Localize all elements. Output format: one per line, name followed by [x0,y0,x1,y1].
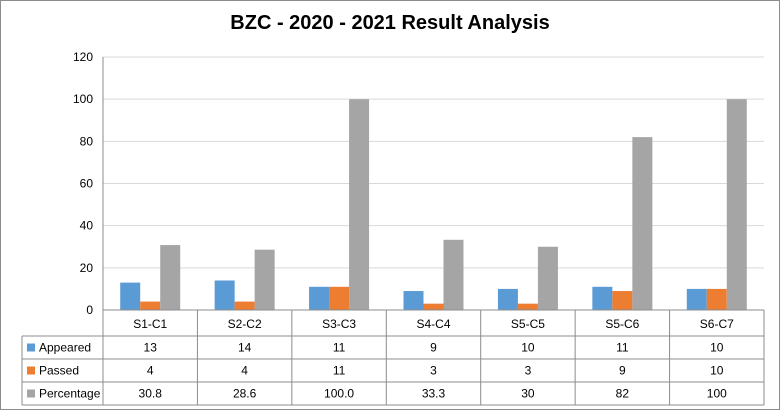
x-tick-label: S5-C6 [605,317,639,331]
table-cell-appeared: 10 [710,341,724,355]
y-tick-label: 120 [73,50,93,64]
table-cell-passed: 4 [241,364,248,378]
bar-appeared-s2-c2 [214,280,235,310]
legend-label: Percentage [39,387,101,401]
bar-appeared-s3-c3 [309,286,330,310]
table-cell-appeared: 11 [616,341,629,355]
legend-label: Passed [39,364,79,378]
y-tick-label: 60 [80,177,94,191]
table-cell-percentage: 100.0 [324,387,354,401]
table-cell-passed: 3 [525,364,532,378]
bar-passed-s5-c6 [612,291,633,310]
y-tick-label: 40 [80,219,94,233]
bar-passed-s5-c5 [517,303,538,310]
table-cell-appeared: 11 [333,341,346,355]
bar-percentage-s5-c5 [537,246,558,310]
bar-percentage-s1-c1 [160,245,181,310]
table-cell-appeared: 10 [521,341,535,355]
y-tick-label: 100 [73,92,93,106]
table-cell-passed: 3 [430,364,437,378]
table-cell-percentage: 28.6 [233,387,257,401]
x-tick-label: S3-C3 [322,317,356,331]
x-tick-label: S4-C4 [416,317,450,331]
bar-percentage-s2-c2 [254,249,275,310]
bar-passed-s2-c2 [234,301,255,310]
bar-percentage-s6-c7 [726,99,747,311]
bar-passed-s4-c4 [423,303,444,310]
table-cell-appeared: 13 [144,341,158,355]
y-tick-label: 20 [80,261,94,275]
legend-key-percentage [27,389,35,398]
legend-key-passed [27,366,35,375]
x-tick-label: S5-C5 [511,317,545,331]
bar-appeared-s1-c1 [120,282,141,310]
table-cell-appeared: 9 [430,341,437,355]
legend-key-appeared [27,343,35,352]
bar-appeared-s5-c6 [592,286,613,310]
bar-appeared-s5-c5 [497,288,518,310]
bar-passed-s1-c1 [140,301,161,310]
bar-passed-s3-c3 [329,286,350,310]
y-tick-label: 80 [80,134,94,148]
bar-percentage-s5-c6 [632,137,653,310]
table-cell-passed: 4 [147,364,154,378]
table-cell-percentage: 100 [707,387,727,401]
bar-appeared-s4-c4 [403,291,424,310]
x-tick-label: S6-C7 [700,317,734,331]
table-cell-percentage: 30 [521,387,535,401]
table-cell-percentage: 30.8 [139,387,163,401]
x-tick-label: S2-C2 [228,317,262,331]
table-cell-passed: 10 [710,364,724,378]
table-cell-percentage: 82 [616,387,630,401]
bar-passed-s6-c7 [706,288,727,310]
bar-percentage-s4-c4 [443,239,464,310]
table-cell-appeared: 14 [238,341,252,355]
y-tick-label: 0 [86,303,93,317]
bar-appeared-s6-c7 [686,288,707,310]
table-cell-passed: 11 [333,364,346,378]
bar-percentage-s3-c3 [349,99,370,311]
legend-label: Appeared [39,341,91,355]
table-cell-percentage: 33.3 [422,387,446,401]
chart-title: BZC - 2020 - 2021 Result Analysis [230,12,550,34]
table-cell-passed: 9 [619,364,626,378]
x-tick-label: S1-C1 [133,317,167,331]
